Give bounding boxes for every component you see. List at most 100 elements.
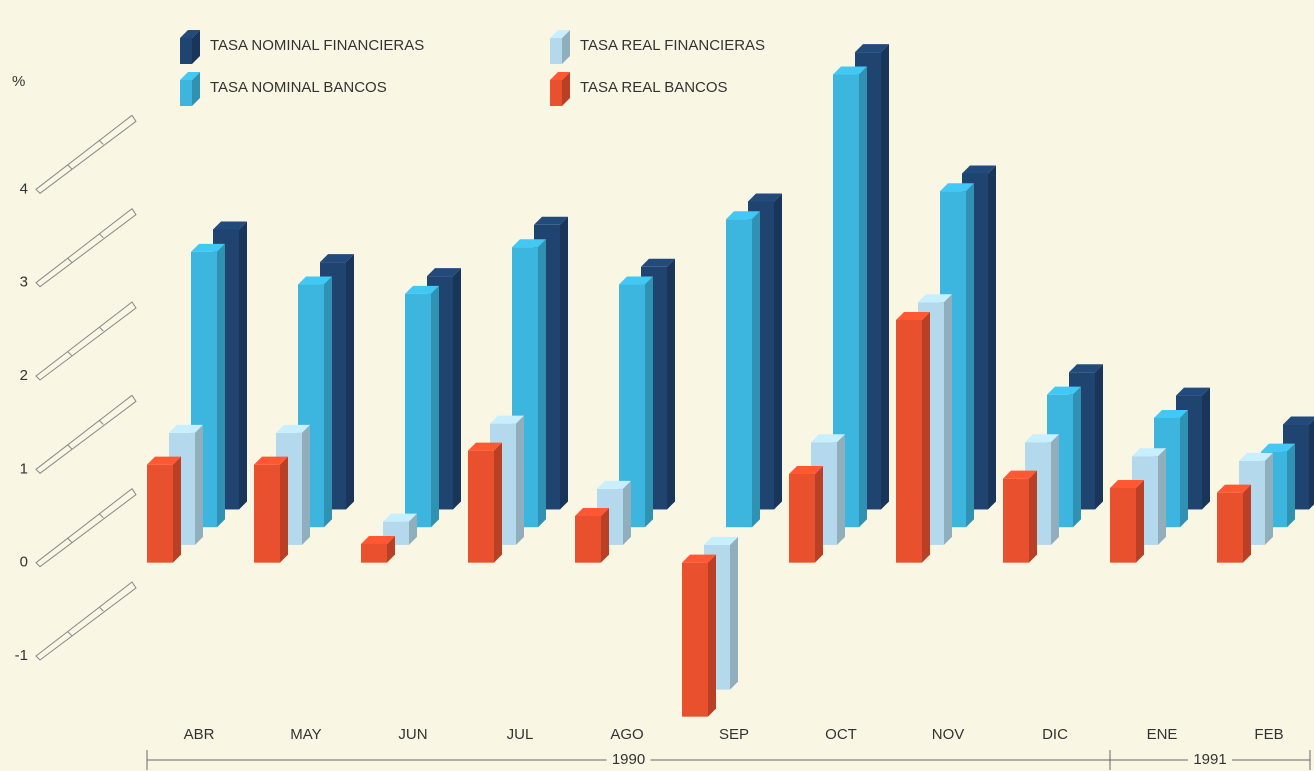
bar-top xyxy=(276,424,310,433)
legend-swatch-side xyxy=(192,72,200,106)
legend-swatch-side xyxy=(562,30,570,64)
bar-top xyxy=(468,442,502,451)
bar-top xyxy=(896,312,930,320)
bar-top xyxy=(704,536,738,545)
legend-label: TASA REAL BANCOS xyxy=(580,79,728,96)
bar-side xyxy=(623,480,631,545)
bar-top xyxy=(597,480,631,489)
bar xyxy=(361,544,387,563)
ruler-tick xyxy=(67,351,73,356)
bar-top xyxy=(361,536,395,544)
bar-side xyxy=(752,211,760,528)
bar-top xyxy=(512,239,546,248)
x-tick-label: AGO xyxy=(610,726,643,743)
bar-top xyxy=(962,165,996,174)
bar-top xyxy=(405,285,439,294)
bar-side xyxy=(1051,434,1059,545)
bar-top xyxy=(1176,387,1210,396)
bar-top xyxy=(641,258,675,267)
legend-swatch-top xyxy=(550,30,570,38)
ruler-tick xyxy=(67,537,73,543)
bar xyxy=(1110,488,1136,563)
x-tick-label: MAY xyxy=(290,726,321,743)
y-tick-label: 0 xyxy=(20,554,28,571)
legend-swatch-side xyxy=(192,30,200,64)
bar-side xyxy=(944,294,952,545)
y-tick-label: 1 xyxy=(20,460,28,477)
bar xyxy=(1003,478,1029,563)
bar-side xyxy=(173,456,181,563)
bar-side xyxy=(494,442,502,563)
y-tick-label: 2 xyxy=(20,367,28,384)
period-label: 1991 xyxy=(1193,751,1226,768)
ruler-tick xyxy=(67,444,73,450)
ruler-tick xyxy=(99,233,104,239)
y-axis-label: % xyxy=(12,73,25,90)
bar-top xyxy=(748,193,782,202)
bar-side xyxy=(431,285,439,528)
bar-side xyxy=(667,258,675,510)
bar-side xyxy=(837,434,845,545)
bar xyxy=(254,464,280,563)
bar-side xyxy=(1309,419,1314,510)
bar-top xyxy=(811,434,845,443)
legend-swatch xyxy=(550,38,562,64)
bar xyxy=(682,562,708,717)
bar xyxy=(1217,492,1243,563)
legend-label: TASA NOMINAL FINANCIERAS xyxy=(210,37,424,54)
bar-top xyxy=(1110,480,1144,488)
bar-top xyxy=(1025,434,1059,443)
bar xyxy=(405,293,431,528)
x-tick-label: ABR xyxy=(184,726,215,743)
bar-top xyxy=(1003,470,1037,479)
bar xyxy=(789,474,815,563)
bar-top xyxy=(490,415,524,424)
bar-top xyxy=(298,276,332,285)
bar-side xyxy=(324,276,332,528)
bar xyxy=(896,320,922,563)
x-tick-label: FEB xyxy=(1254,726,1283,743)
bar-top xyxy=(619,276,653,285)
ruler-tick xyxy=(99,606,104,612)
bar-side xyxy=(774,193,782,510)
bar xyxy=(468,450,494,563)
bar-side xyxy=(1243,484,1251,563)
bar-side xyxy=(881,44,889,510)
bar-side xyxy=(730,536,738,690)
y-ruler xyxy=(35,394,137,474)
bar-top xyxy=(1261,443,1295,452)
bar-top xyxy=(682,554,716,563)
legend-swatch xyxy=(180,38,192,64)
bar-side xyxy=(859,66,867,528)
ruler-tick xyxy=(99,513,104,519)
legend-swatch xyxy=(180,80,192,106)
bar-side xyxy=(815,466,823,563)
legend-swatch-top xyxy=(180,30,200,38)
bar-top xyxy=(169,424,203,433)
bar-top xyxy=(789,466,823,474)
bar-side xyxy=(239,221,247,510)
bar-side xyxy=(280,456,288,563)
bar-top xyxy=(726,211,760,220)
bar-side xyxy=(1202,387,1210,510)
bar-top xyxy=(427,268,461,277)
bar-side xyxy=(516,415,524,545)
legend-label: TASA NOMINAL BANCOS xyxy=(210,79,387,96)
legend-swatch-top xyxy=(180,72,200,80)
bar-top xyxy=(191,243,225,252)
x-tick-label: JUN xyxy=(398,726,427,743)
bar-top xyxy=(320,254,354,263)
bar-top xyxy=(254,456,288,465)
bar-top xyxy=(940,183,974,192)
bar-side xyxy=(387,536,395,563)
y-tick-label: 3 xyxy=(20,274,28,291)
y-tick-label: 4 xyxy=(20,180,28,197)
bar-side xyxy=(645,276,653,528)
ruler-tick xyxy=(99,420,104,425)
bar xyxy=(147,464,173,563)
bar-top xyxy=(918,294,952,303)
bar-side xyxy=(302,424,310,545)
bar-side xyxy=(1265,452,1273,545)
bar-top xyxy=(1217,484,1251,493)
x-tick-label: JUL xyxy=(507,726,534,743)
